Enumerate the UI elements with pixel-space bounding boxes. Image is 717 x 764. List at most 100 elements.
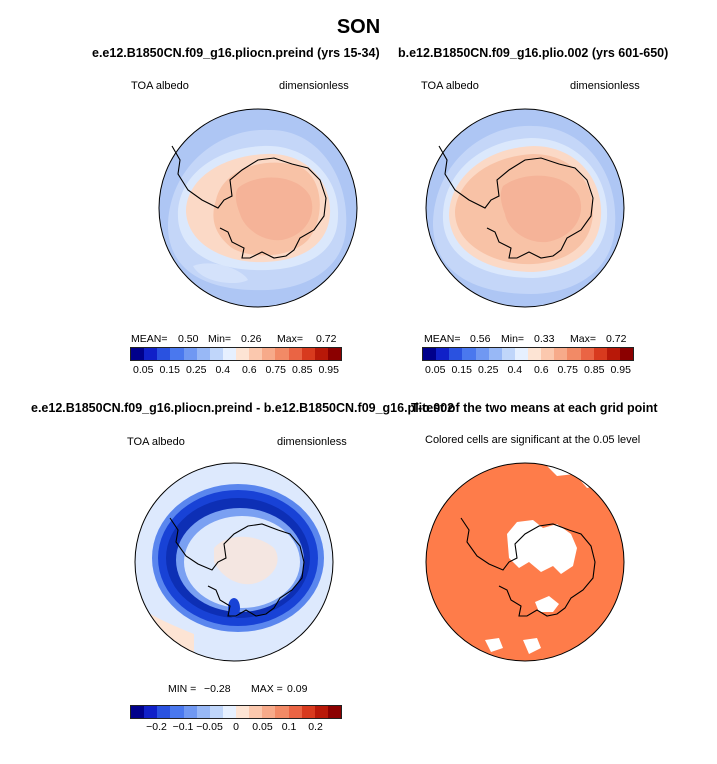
panel4-note: Colored cells are significant at the 0.0… bbox=[425, 434, 641, 446]
colorbar-segment bbox=[567, 348, 581, 360]
colorbar-segment bbox=[475, 348, 489, 360]
colorbar-tick-label: 0.1 bbox=[281, 721, 297, 733]
colorbar-segment bbox=[288, 348, 302, 360]
colorbar-segment bbox=[301, 706, 315, 718]
colorbar-tick-label: 0.15 bbox=[159, 364, 180, 376]
colorbar-segment bbox=[606, 348, 620, 360]
colorbar-segment bbox=[423, 348, 437, 360]
colorbar-segment bbox=[514, 348, 528, 360]
colorbar-segment bbox=[488, 348, 502, 360]
nonsignificant-patch bbox=[597, 632, 609, 646]
panel1-mean: 0.50 bbox=[178, 333, 199, 345]
panel1-min: 0.26 bbox=[241, 333, 262, 345]
antarctica-coastline bbox=[460, 517, 596, 617]
colorbar-segment bbox=[541, 348, 555, 360]
colorbar-segment bbox=[222, 348, 236, 360]
panel4-title: T-test of the two means at each grid poi… bbox=[411, 401, 658, 415]
panel2-variable: TOA albedo bbox=[421, 80, 479, 92]
diff-positive-interior bbox=[214, 536, 278, 585]
colorbar-segment bbox=[222, 706, 236, 718]
colorbar-segment bbox=[554, 348, 568, 360]
colorbar-segment bbox=[209, 706, 223, 718]
colorbar-segment bbox=[170, 706, 184, 718]
panel1-max-label: Max= bbox=[277, 333, 303, 345]
colorbar-segment bbox=[327, 348, 341, 360]
colorbar-segment bbox=[157, 348, 171, 360]
panel3-colorbar bbox=[130, 705, 342, 719]
map-boundary bbox=[425, 462, 625, 662]
colorbar-segment bbox=[528, 348, 542, 360]
panel2-colorbar bbox=[422, 347, 634, 361]
panel1-colorbar-labels: 0.05 0.15 0.25 0.4 0.6 0.75 0.85 0.95 bbox=[130, 364, 342, 378]
colorbar-segment bbox=[449, 348, 463, 360]
panel3-max: 0.09 bbox=[287, 683, 308, 695]
colorbar-tick-label: 0.95 bbox=[318, 364, 339, 376]
map-boundary bbox=[158, 108, 358, 308]
colorbar-tick-label: 0.05 bbox=[425, 364, 446, 376]
colorbar-tick-label: 0.75 bbox=[265, 364, 286, 376]
panel2-map bbox=[425, 108, 625, 308]
colorbar-segment bbox=[501, 348, 515, 360]
antarctica-coastline bbox=[171, 145, 327, 259]
colorbar-tick-label: 0.4 bbox=[507, 364, 523, 376]
panel3-min: −0.28 bbox=[204, 683, 231, 695]
colorbar-segment bbox=[327, 706, 341, 718]
colorbar-segment bbox=[580, 348, 594, 360]
colorbar-segment bbox=[236, 706, 250, 718]
panel2-max-label: Max= bbox=[570, 333, 596, 345]
panel3-colorbar-labels: −0.2 −0.1 −0.05 0 0.05 0.1 0.2 bbox=[130, 721, 342, 735]
colorbar-segment bbox=[275, 348, 289, 360]
colorbar-tick-label: 0.15 bbox=[451, 364, 472, 376]
panel2-colorbar-labels: 0.05 0.15 0.25 0.4 0.6 0.75 0.85 0.95 bbox=[422, 364, 634, 378]
colorbar-tick-label: 0.85 bbox=[292, 364, 313, 376]
nonsignificant-patch bbox=[485, 638, 503, 652]
colorbar-segment bbox=[288, 706, 302, 718]
panel3-max-label: MAX = bbox=[251, 683, 283, 695]
colorbar-segment bbox=[144, 348, 158, 360]
antarctica-coastline bbox=[169, 517, 305, 617]
colorbar-tick-label: 0.25 bbox=[186, 364, 207, 376]
colorbar-tick-label: 0.25 bbox=[478, 364, 499, 376]
nonsignificant-patch bbox=[507, 520, 577, 574]
colorbar-segment bbox=[275, 706, 289, 718]
colorbar-segment bbox=[131, 348, 145, 360]
land-core bbox=[235, 177, 313, 241]
map-boundary bbox=[425, 108, 625, 308]
colorbar-tick-label: 0.95 bbox=[610, 364, 631, 376]
panel2-title: b.e12.B1850CN.f09_g16.plio.002 (yrs 601-… bbox=[398, 46, 669, 60]
diff-local-minimum bbox=[228, 598, 240, 618]
colorbar-segment bbox=[301, 348, 315, 360]
colorbar-segment bbox=[144, 706, 158, 718]
panel1-max: 0.72 bbox=[316, 333, 337, 345]
colorbar-segment bbox=[262, 706, 276, 718]
colorbar-tick-label: −0.05 bbox=[196, 721, 223, 733]
ice-patch bbox=[193, 263, 248, 284]
nonsignificant-patch bbox=[535, 596, 559, 612]
panel2-mean: 0.56 bbox=[470, 333, 491, 345]
panel2-max: 0.72 bbox=[606, 333, 627, 345]
colorbar-segment bbox=[249, 706, 263, 718]
panel2-mean-label: MEAN= bbox=[424, 333, 461, 345]
colorbar-segment bbox=[183, 348, 197, 360]
colorbar-segment bbox=[196, 348, 210, 360]
colorbar-tick-label: 0.05 bbox=[252, 721, 273, 733]
colorbar-tick-label: −0.1 bbox=[172, 721, 194, 733]
colorbar-tick-label: 0.6 bbox=[241, 364, 257, 376]
colorbar-segment bbox=[462, 348, 476, 360]
colorbar-segment bbox=[183, 706, 197, 718]
panel3-units: dimensionless bbox=[277, 436, 347, 448]
colorbar-tick-label: 0.75 bbox=[557, 364, 578, 376]
colorbar-segment bbox=[196, 706, 210, 718]
colorbar-tick-label: 0.2 bbox=[308, 721, 323, 733]
colorbar-segment bbox=[314, 348, 328, 360]
colorbar-segment bbox=[236, 348, 250, 360]
panel1-map bbox=[158, 108, 358, 308]
colorbar-tick-label: 0.6 bbox=[533, 364, 549, 376]
nonsignificant-patch bbox=[523, 638, 541, 654]
land-core bbox=[500, 175, 582, 243]
panel2-min-label: Min= bbox=[501, 333, 525, 345]
colorbar-segment bbox=[436, 348, 450, 360]
colorbar-segment bbox=[209, 348, 223, 360]
panel4-map bbox=[425, 462, 625, 662]
colorbar-segment bbox=[249, 348, 263, 360]
